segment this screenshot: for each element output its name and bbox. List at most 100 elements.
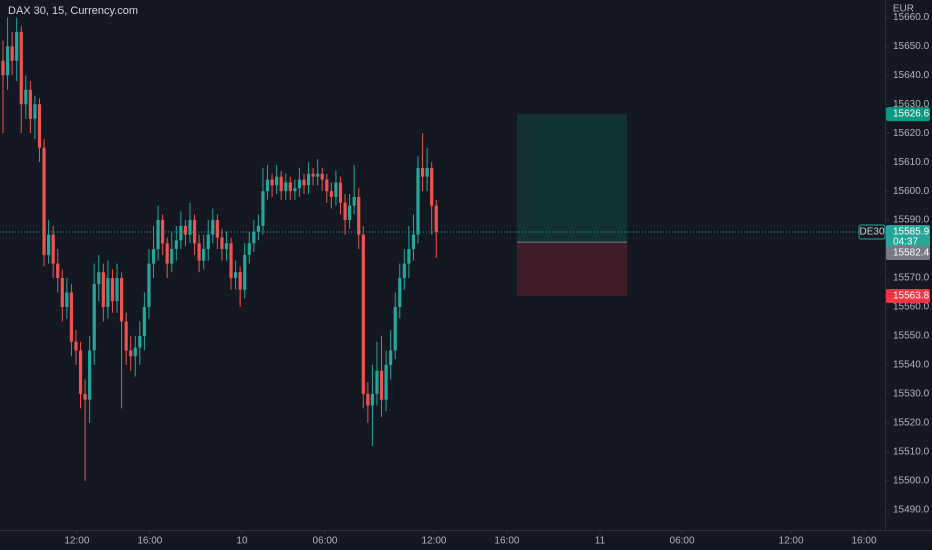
candle-body <box>398 278 402 307</box>
x-tick-label: 12:00 <box>779 536 804 547</box>
candle-body <box>233 272 238 279</box>
candle-body <box>83 393 87 400</box>
y-tick-label: 15510.0 <box>893 446 930 457</box>
x-tick-label: 12:00 <box>64 536 89 547</box>
candle-body <box>343 202 347 221</box>
candle-body <box>215 220 219 238</box>
x-tick-label: 12:00 <box>421 536 446 547</box>
candle-body <box>279 176 283 192</box>
candle-body <box>430 167 434 206</box>
candle-body <box>106 278 110 307</box>
y-tick-label: 15610.0 <box>893 157 930 168</box>
candle-body <box>74 341 78 351</box>
candle-body <box>15 31 19 61</box>
candle-body <box>192 220 197 244</box>
y-tick-label: 15660.0 <box>893 12 930 23</box>
last-price-badge <box>886 224 930 249</box>
candle-body <box>78 350 83 394</box>
x-tick-label: 16:00 <box>137 536 162 547</box>
candle-body <box>238 272 242 290</box>
candle-body <box>265 179 270 192</box>
candle-body <box>288 182 292 192</box>
candle-body <box>256 225 260 232</box>
candle-body <box>138 335 142 348</box>
y-tick-label: 15500.0 <box>893 475 930 486</box>
y-tick-label: 15650.0 <box>893 41 930 52</box>
candle-body <box>124 321 128 351</box>
x-tick-label: 11 <box>595 536 606 547</box>
candle-body <box>302 179 306 186</box>
candle-body <box>361 234 365 394</box>
y-tick-label: 15600.0 <box>893 186 930 197</box>
candle-body <box>407 249 411 264</box>
candle-body <box>101 272 105 307</box>
candle-body <box>206 234 210 250</box>
last-price-label: 15585.9 <box>893 227 930 238</box>
currency-label: EUR <box>893 4 914 15</box>
candle-body <box>42 147 46 255</box>
y-tick-label: 15570.0 <box>893 273 930 284</box>
symbol-label: DE30 <box>859 227 884 238</box>
candle-body <box>261 191 265 226</box>
candle-body <box>24 89 28 105</box>
candle-body <box>188 220 192 235</box>
candle-body <box>252 231 256 244</box>
y-tick-label: 15640.0 <box>893 70 930 81</box>
y-tick-label: 15530.0 <box>893 389 930 400</box>
candle-body <box>306 173 311 186</box>
candle-body <box>338 182 343 203</box>
x-tick-label: 10 <box>236 536 248 547</box>
candle-body <box>97 272 101 284</box>
candle-body <box>334 182 338 197</box>
candle-body <box>366 393 370 406</box>
y-tick-label: 15540.0 <box>893 360 930 371</box>
entry-badge <box>886 245 930 260</box>
candle-body <box>142 306 146 336</box>
candle-body <box>151 249 156 264</box>
candle-body <box>110 278 115 302</box>
target-zone <box>517 114 627 243</box>
candle-body <box>247 243 251 255</box>
candle-body <box>229 243 233 279</box>
countdown-label: 04:37 <box>893 237 918 248</box>
candle-body <box>65 292 69 307</box>
candle-body <box>92 283 96 351</box>
candle-body <box>275 176 279 186</box>
target-label: 15626.6 <box>893 109 930 120</box>
y-tick-label: 15590.0 <box>893 215 930 226</box>
candle-body <box>293 188 297 192</box>
y-tick-label: 15520.0 <box>893 417 930 428</box>
candle-body <box>179 225 183 241</box>
candle-body <box>156 220 160 250</box>
candle-body <box>19 31 23 105</box>
candle-body <box>47 234 51 255</box>
candle-body <box>51 234 55 264</box>
candle-body <box>224 243 229 250</box>
candle-body <box>357 196 361 235</box>
stop-label: 15563.8 <box>893 291 930 302</box>
candle-body <box>69 292 74 342</box>
candle-body <box>311 173 315 177</box>
candle-body <box>56 263 60 279</box>
stop-badge <box>886 288 930 303</box>
candle-body <box>370 393 375 406</box>
y-tick-label: 15550.0 <box>893 331 930 342</box>
candle-body <box>420 167 425 177</box>
candle-body <box>329 191 333 197</box>
candle-body <box>384 364 388 400</box>
candle-body <box>284 182 288 192</box>
x-tick-label: 06:00 <box>670 536 695 547</box>
candle-body <box>348 205 352 221</box>
candle-body <box>316 173 320 177</box>
candle-body <box>393 306 397 351</box>
candle-body <box>297 179 302 189</box>
candle-body <box>133 347 137 357</box>
entry-label: 15582.4 <box>893 248 930 259</box>
y-tick-label: 15490.0 <box>893 504 930 515</box>
candle-body <box>352 196 356 206</box>
candle-body <box>379 370 384 400</box>
candle-body <box>220 237 224 250</box>
candle-body <box>243 254 247 290</box>
candle-body <box>5 46 10 76</box>
